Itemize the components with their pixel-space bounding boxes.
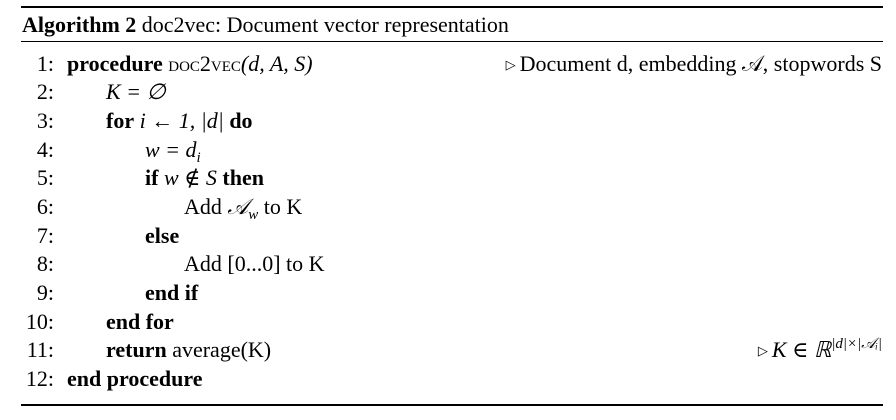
keyword: else [145, 223, 180, 248]
line-code: w = di [145, 136, 201, 166]
algorithm-line-10: 10: end for [0, 308, 896, 336]
line-code: for i ← 1, |d| do [106, 107, 253, 135]
statement-text: Add [184, 194, 228, 219]
line-code: return average(K) [106, 336, 271, 364]
top-rule [21, 6, 883, 8]
line-number: 4: [36, 137, 54, 162]
subscript: i [196, 150, 201, 166]
condition-expression: w ∉ S [163, 165, 217, 190]
keyword: end if [145, 280, 199, 305]
comment-triangle-icon: ▷ [757, 343, 768, 358]
return-expression: average(K) [172, 337, 272, 362]
statement-text: to K [258, 194, 303, 219]
algorithm-line-6: 6: Add 𝒜w to K [0, 193, 896, 223]
algorithm-caption: Algorithm 2 doc2vec: Document vector rep… [22, 12, 509, 38]
keyword: end for [106, 309, 174, 334]
line-code: Add [0...0] to K [184, 251, 325, 276]
keyword: for [106, 108, 135, 133]
subscript: w [248, 207, 259, 223]
expression: w = d [145, 137, 197, 162]
line-number: 11: [26, 337, 54, 362]
comment-text: Document d, embedding 𝒜, stopwords S [519, 51, 882, 76]
procedure-name: doc2vec [168, 51, 241, 76]
line-number: 3: [36, 108, 54, 133]
algorithm-line-2: 2: K = ∅ [0, 78, 896, 106]
keyword: do [229, 108, 253, 133]
line-code: K = ∅ [106, 79, 166, 104]
loop-expression: i ← 1, |d| [139, 108, 224, 133]
algorithm-title: doc2vec: Document vector representation [141, 12, 509, 37]
line-number: 6: [36, 194, 54, 219]
line-comment: ▷ K ∈ ℝ|d|×|𝒜ᵢ| [758, 336, 882, 365]
algorithm-label: Algorithm 2 [22, 12, 137, 37]
line-number: 10: [25, 309, 54, 334]
line-comment: ▷ Document d, embedding 𝒜, stopwords S [506, 50, 882, 79]
comment-text: K ∈ ℝ [771, 337, 832, 362]
algorithm-line-9: 9: end if [0, 279, 896, 307]
keyword: end procedure [67, 366, 203, 391]
caption-rule [21, 41, 883, 42]
algorithm-line-12: 12: end procedure [0, 365, 896, 393]
algorithm-line-8: 8: Add [0...0] to K [0, 250, 896, 278]
algorithm-line-5: 5: if w ∉ S then [0, 164, 896, 192]
line-number: 2: [36, 79, 54, 104]
line-code: if w ∉ S then [145, 164, 264, 192]
keyword: then [222, 165, 264, 190]
bottom-rule [21, 404, 883, 406]
line-number: 7: [36, 223, 54, 248]
algorithm-line-1: 1: procedure doc2vec(d, A, S) ▷ Document … [0, 50, 896, 78]
line-number: 12: [25, 366, 54, 391]
procedure-args: (d, A, S) [240, 51, 313, 76]
superscript: |d|×|𝒜ᵢ| [831, 336, 882, 352]
keyword: if [145, 165, 159, 190]
algorithm-line-11: 11: return average(K) ▷ K ∈ ℝ|d|×|𝒜ᵢ| [0, 336, 896, 364]
keyword: return [106, 337, 167, 362]
algorithm-line-3: 3: for i ← 1, |d| do [0, 107, 896, 135]
algorithm-line-4: 4: w = di [0, 136, 896, 166]
line-number: 8: [36, 251, 54, 276]
embedding-symbol: 𝒜 [227, 195, 249, 220]
algorithm-line-7: 7: else [0, 222, 896, 250]
comment-triangle-icon: ▷ [505, 57, 516, 72]
line-code: Add 𝒜w to K [184, 193, 303, 223]
line-code: procedure doc2vec(d, A, S) [67, 50, 313, 78]
keyword: procedure [67, 51, 163, 76]
line-number: 9: [36, 280, 54, 305]
line-number: 5: [36, 165, 54, 190]
line-number: 1: [36, 51, 54, 76]
